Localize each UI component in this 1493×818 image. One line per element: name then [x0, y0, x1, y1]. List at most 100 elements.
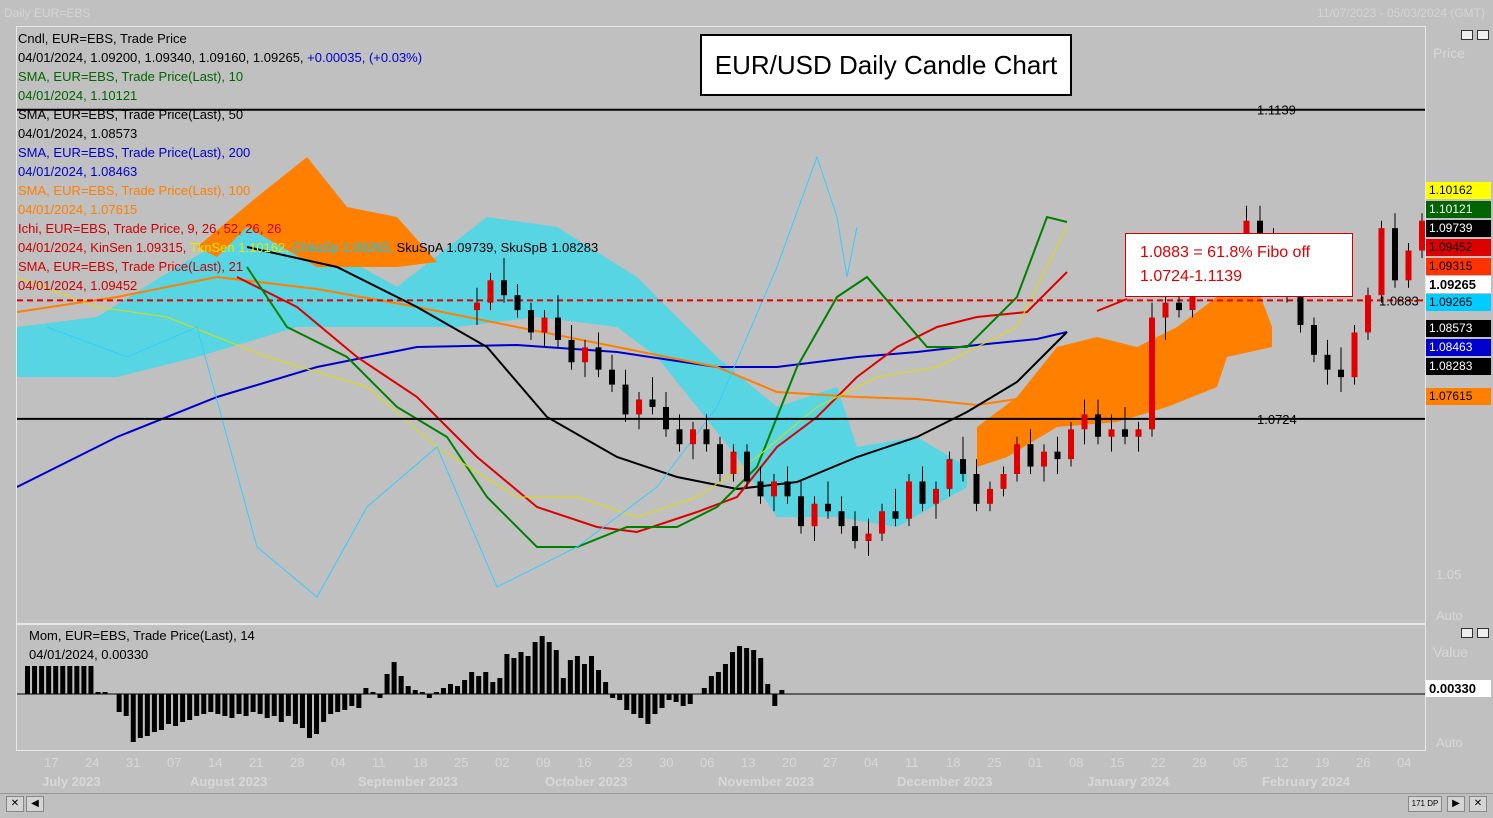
- momentum-bar: [370, 692, 376, 694]
- momentum-bar: [257, 694, 263, 714]
- price-axis-label: 1.08463: [1426, 339, 1491, 356]
- price-auto-button[interactable]: Auto: [1436, 608, 1463, 623]
- candle-body: [1297, 295, 1304, 325]
- x-tick-label: 01: [1028, 755, 1043, 770]
- restore-icon[interactable]: [1461, 30, 1473, 40]
- momentum-bar: [166, 694, 171, 724]
- x-tick-label: 22: [1151, 755, 1166, 770]
- close-icon[interactable]: [1477, 30, 1489, 40]
- momentum-bar: [39, 666, 45, 694]
- momentum-bar: [264, 694, 270, 718]
- momentum-pane[interactable]: [16, 624, 1426, 751]
- candle-body: [501, 280, 507, 296]
- momentum-bar: [722, 664, 728, 694]
- x-tick-label: 07: [167, 755, 182, 770]
- candle-body: [1027, 444, 1034, 467]
- price-axis-label: 1.09452: [1426, 239, 1491, 256]
- x-tick-label: 11: [905, 755, 919, 770]
- x-tick-label: 16: [577, 755, 592, 770]
- momentum-bar: [687, 694, 693, 704]
- candle-body: [744, 451, 750, 482]
- momentum-bar: [666, 694, 672, 700]
- momentum-bar: [285, 694, 291, 716]
- legend-text: SMA, EUR=EBS, Trade Price(Last), 100: [18, 183, 251, 198]
- candle-body: [676, 429, 683, 445]
- mom-restore-icon[interactable]: [1461, 628, 1473, 638]
- scroll-right-icon[interactable]: ▶: [1447, 796, 1465, 812]
- candle-body: [568, 339, 575, 363]
- legend-row: SMA, EUR=EBS, Trade Price(Last), 200: [18, 143, 598, 162]
- momentum-bar: [440, 688, 446, 694]
- candle-body: [663, 406, 669, 430]
- momentum-bar: [398, 676, 404, 694]
- candle-body: [1068, 429, 1074, 460]
- momentum-bar: [391, 662, 397, 694]
- momentum-bar: [567, 660, 573, 694]
- candle-body: [933, 488, 939, 504]
- candle-body: [1135, 429, 1142, 437]
- mom-close-icon[interactable]: [1477, 628, 1489, 638]
- candle-body: [865, 533, 872, 542]
- price-pane[interactable]: 1.1139 1.0883 1.0724: [16, 26, 1426, 624]
- x-tick-label: 29: [1192, 755, 1207, 770]
- legend-row: 04/01/2024, 1.10121: [18, 86, 598, 105]
- zoom-out-icon[interactable]: ✕: [6, 796, 24, 812]
- mom-auto-button[interactable]: Auto: [1436, 735, 1463, 750]
- momentum-bar: [476, 676, 482, 694]
- price-axis-label: 1.08283: [1426, 358, 1491, 375]
- legend-text: Cndl, EUR=EBS, Trade Price: [18, 31, 187, 46]
- candle-body: [879, 511, 885, 534]
- momentum-bar: [236, 694, 242, 714]
- legend-text: 04/01/2024, 1.10121: [18, 88, 138, 103]
- sma21-line: [236, 271, 1068, 534]
- legend-row: SMA, EUR=EBS, Trade Price(Last), 21: [18, 257, 598, 276]
- momentum-bar: [201, 694, 207, 714]
- momentum-bar: [173, 694, 179, 726]
- scroll-dp-button[interactable]: 171 DP: [1408, 796, 1442, 812]
- candle-body: [852, 526, 858, 542]
- ichimoku-cloud-bull: [17, 217, 967, 527]
- candle-body: [1041, 451, 1047, 467]
- candle-body: [771, 481, 777, 497]
- momentum-bar: [730, 652, 735, 694]
- x-tick-label: 09: [536, 755, 551, 770]
- momentum-bar: [412, 690, 418, 694]
- candle-body: [690, 429, 696, 445]
- candle-body: [1095, 414, 1101, 437]
- momentum-bar: [469, 672, 475, 694]
- price-chart-svg: 1.1139 1.0883 1.0724: [17, 103, 1425, 598]
- momentum-bar: [88, 666, 94, 694]
- candle-body: [1392, 228, 1398, 281]
- legend-text: SMA, EUR=EBS, Trade Price(Last), 10: [18, 69, 244, 84]
- scroll-left-icon[interactable]: ◀: [26, 796, 44, 812]
- legend-text: Ichi, EUR=EBS, Trade Price, 9, 26, 52, 2…: [18, 221, 282, 236]
- legend-text: SMA, EUR=EBS, Trade Price(Last), 21: [18, 259, 244, 274]
- x-tick-label: 18: [946, 755, 961, 770]
- momentum-bar: [81, 666, 87, 694]
- momentum-bar: [377, 694, 383, 698]
- x-tick-label: 24: [85, 755, 100, 770]
- momentum-bar: [504, 654, 510, 694]
- legend-row: 04/01/2024, 1.09452: [18, 276, 598, 295]
- momentum-bar: [74, 666, 80, 694]
- candle-body: [717, 444, 723, 474]
- price-axis-label: 1.09739: [1426, 220, 1491, 237]
- candle-body: [838, 511, 845, 527]
- momentum-bar: [631, 694, 637, 714]
- momentum-bar: [462, 680, 468, 694]
- x-tick-label: 23: [618, 755, 633, 770]
- momentum-bar: [680, 694, 686, 706]
- candle-body: [919, 481, 926, 504]
- candle-body: [1054, 451, 1061, 460]
- price-axis-label: 1.07615: [1426, 388, 1491, 405]
- legend-text: 04/01/2024, 1.08573: [18, 126, 138, 141]
- x-tick-label: 02: [495, 755, 510, 770]
- x-month-label: July 2023: [42, 774, 101, 789]
- legend-text: 04/01/2024, 1.09200, 1.09340, 1.09160, 1…: [18, 50, 308, 65]
- zoom-in-icon[interactable]: ✕: [1469, 796, 1487, 812]
- momentum-bar: [25, 666, 30, 694]
- candle-body: [622, 384, 629, 415]
- x-tick-label: 27: [823, 755, 838, 770]
- x-month-label: August 2023: [190, 774, 268, 789]
- horizontal-scrollbar[interactable]: [0, 793, 1493, 818]
